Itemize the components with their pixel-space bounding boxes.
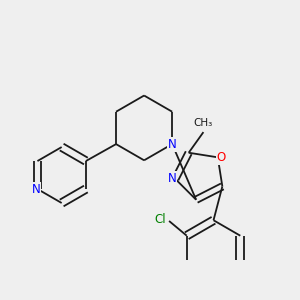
Text: O: O bbox=[217, 151, 226, 164]
Text: Cl: Cl bbox=[154, 213, 166, 226]
Text: N: N bbox=[168, 138, 176, 151]
Text: N: N bbox=[167, 172, 176, 185]
Text: CH₃: CH₃ bbox=[194, 118, 213, 128]
Text: N: N bbox=[32, 182, 40, 196]
